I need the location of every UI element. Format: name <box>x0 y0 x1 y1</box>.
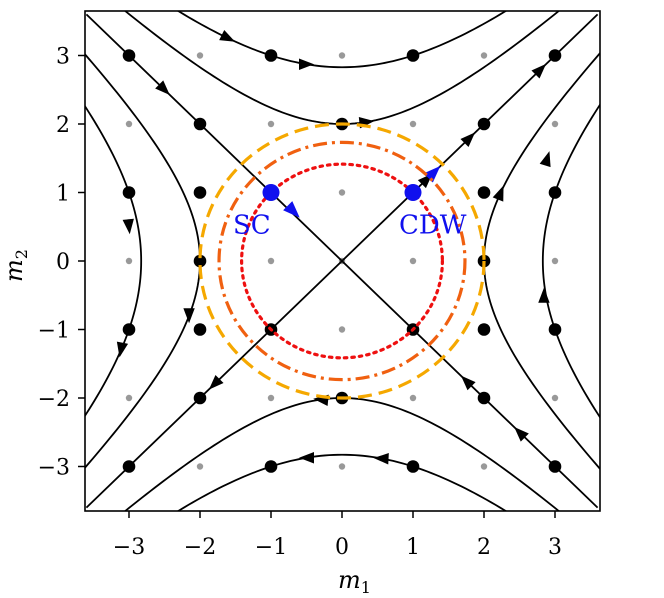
flow-point <box>122 186 136 199</box>
lattice-dot <box>196 463 204 470</box>
flow-hyperbola <box>541 103 600 419</box>
label-cdw: CDW <box>399 211 467 241</box>
flow-arrow <box>538 287 550 303</box>
x-tick-label: 3 <box>548 535 562 560</box>
x-tick-label: 1 <box>406 535 420 560</box>
x-tick-label: −3 <box>113 535 145 560</box>
flow-hyperbola <box>123 397 561 511</box>
x-tick-label: −2 <box>184 535 216 560</box>
lattice-dot <box>338 189 346 196</box>
flow-arrow <box>183 308 195 324</box>
flow-point <box>122 460 136 473</box>
cdw-flow-arrow <box>423 165 441 183</box>
flow-hyperbola <box>483 51 600 471</box>
label-sc: SC <box>233 211 271 241</box>
flow-point <box>477 391 491 405</box>
flow-point <box>548 460 562 473</box>
point-sc <box>262 184 280 201</box>
flow-point <box>193 323 207 336</box>
flow-point <box>193 391 207 405</box>
flow-point <box>406 460 420 473</box>
lattice-dot <box>551 120 559 128</box>
lattice-dot <box>409 257 417 265</box>
flow-hyperbola <box>85 104 143 418</box>
lattice-dot <box>338 326 346 333</box>
clipped-content <box>85 11 600 511</box>
y-axis-label: m2 <box>0 249 31 282</box>
y-tick-label: −1 <box>38 319 70 344</box>
flow-arrow <box>116 341 129 358</box>
lattice-dot <box>338 463 346 470</box>
lattice-dot <box>551 394 559 402</box>
flow-point <box>193 186 207 199</box>
axis-ticks: −3 −2 −1 0 1 2 3 −3 −2 −1 0 1 2 3 <box>38 45 562 561</box>
lattice-dot <box>267 120 275 128</box>
lattice-dot <box>125 120 133 128</box>
flow-arrow <box>208 374 224 390</box>
circle-dotted <box>240 162 444 360</box>
flow-point <box>122 323 136 336</box>
lattice-dot <box>338 52 346 59</box>
lattice-dot <box>267 394 275 402</box>
flow-arrow <box>299 58 314 70</box>
flow-arrow <box>373 453 389 465</box>
flow-arrow <box>155 80 170 96</box>
flow-arrow <box>122 218 134 235</box>
circle-dashed <box>198 122 486 400</box>
flow-arrow <box>531 63 547 79</box>
flow-point <box>477 186 491 199</box>
flow-point <box>193 254 207 268</box>
flow-hyperbola <box>176 453 508 511</box>
y-tick-label: −3 <box>38 456 70 481</box>
lattice-dot <box>409 394 417 402</box>
lattice-dot <box>480 52 488 59</box>
y-tick-label: −2 <box>38 387 70 412</box>
x-tick-label: 2 <box>477 535 491 560</box>
flow-point <box>264 49 278 62</box>
y-tick-label: 2 <box>56 113 70 138</box>
flow-point <box>548 186 562 199</box>
flow-hyperbola <box>85 52 201 470</box>
flow-hyperbola <box>176 11 508 69</box>
y-tick-label: 3 <box>56 45 70 70</box>
circle-dashdot <box>217 140 467 382</box>
flow-arrow <box>514 426 529 442</box>
lattice-dot <box>409 120 417 128</box>
lattice-dot <box>480 463 488 470</box>
flow-point <box>122 49 136 62</box>
flow-point <box>548 323 562 336</box>
flow-arrow <box>299 452 314 464</box>
flow-point <box>477 117 491 131</box>
separatrix-antidiagonal <box>85 13 599 509</box>
x-axis-label: m1 <box>338 566 371 597</box>
x-tick-label: 0 <box>335 535 349 560</box>
flow-arrow <box>460 132 476 148</box>
point-cdw <box>404 184 422 201</box>
flow-arrow <box>219 29 236 42</box>
lattice-dot <box>125 394 133 402</box>
flow-point <box>406 49 420 62</box>
x-tick-label: −1 <box>255 535 287 560</box>
flow-point <box>548 49 562 62</box>
plot-area: SC CDW <box>85 11 600 511</box>
flow-point <box>477 323 491 336</box>
sc-flow-arrow <box>283 201 300 218</box>
lattice-dot <box>267 257 275 265</box>
flow-arrow <box>539 151 551 168</box>
lattice-dot <box>551 257 559 265</box>
flow-point <box>264 460 278 473</box>
flow-hyperbola <box>123 11 561 125</box>
flow-arrow <box>492 185 504 202</box>
lattice-dot <box>125 257 133 265</box>
flow-point <box>193 117 207 131</box>
lattice-dot <box>196 52 204 59</box>
flow-arrow <box>460 375 476 391</box>
y-tick-label: 0 <box>56 250 70 275</box>
y-tick-label: 1 <box>56 182 70 207</box>
